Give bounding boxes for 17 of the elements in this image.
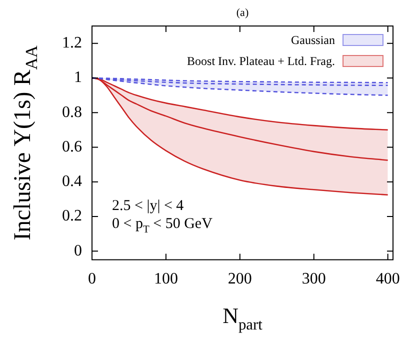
legend-label: Boost Inv. Plateau + Ltd. Frag. [187, 54, 336, 68]
y-tick-label: 1 [74, 69, 82, 86]
y-tick-label: 0.2 [62, 208, 82, 225]
x-tick-label: 0 [88, 270, 96, 288]
y-tick-label: 0.6 [62, 138, 82, 156]
x-tick-label: 200 [228, 270, 252, 288]
y-tick-label: 0.8 [62, 104, 82, 121]
x-tick-label: 400 [376, 270, 400, 288]
y-tick-label: 0 [74, 242, 82, 260]
y-axis-title: Inclusive Υ(1s) RAA [10, 45, 42, 240]
x-tick-label: 100 [154, 270, 178, 288]
annotation: 2.5 < |y| < 4 [112, 198, 184, 214]
chart-title: (a) [236, 7, 249, 19]
x-tick-label: 300 [302, 270, 326, 288]
legend-label: Gaussian [291, 33, 336, 47]
y-tick-label: 0.4 [62, 173, 82, 190]
y-tick-label: 1.2 [62, 34, 82, 52]
